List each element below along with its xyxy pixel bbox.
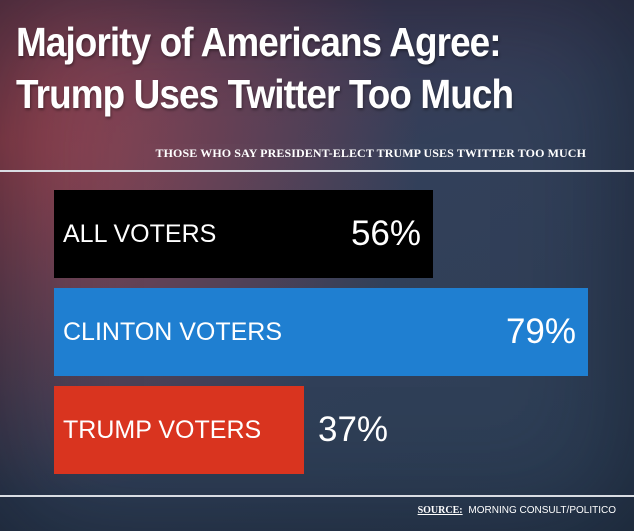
top-divider xyxy=(0,170,634,172)
bar-clinton-voters: CLINTON VOTERS xyxy=(54,288,588,376)
bar-value-label: 56% xyxy=(350,214,421,253)
bar-category-label: CLINTON VOTERS xyxy=(63,317,283,346)
chart-subtitle: THOSE WHO SAY PRESIDENT-ELECT TRUMP USES… xyxy=(155,146,586,160)
bar-value-label: 79% xyxy=(505,312,576,351)
bar-all-voters: ALL VOTERS xyxy=(54,190,433,278)
source-text: MORNING CONSULT/POLITICO xyxy=(468,505,616,516)
title-line-1: Majority of Americans Agree: xyxy=(16,19,502,65)
chart-title: Majority of Americans Agree: Trump Uses … xyxy=(16,16,565,120)
bar-trump-voters: TRUMP VOTERS xyxy=(54,386,304,474)
bar-category-label: ALL VOTERS xyxy=(63,219,217,248)
source-note: SOURCE: MORNING CONSULT/POLITICO xyxy=(418,505,616,516)
bar-category-label: TRUMP VOTERS xyxy=(63,415,262,444)
bar-value-label: 37% xyxy=(318,410,389,449)
source-key: SOURCE: xyxy=(417,505,463,516)
bottom-divider xyxy=(0,495,634,497)
title-line-2: Trump Uses Twitter Too Much xyxy=(16,71,514,117)
